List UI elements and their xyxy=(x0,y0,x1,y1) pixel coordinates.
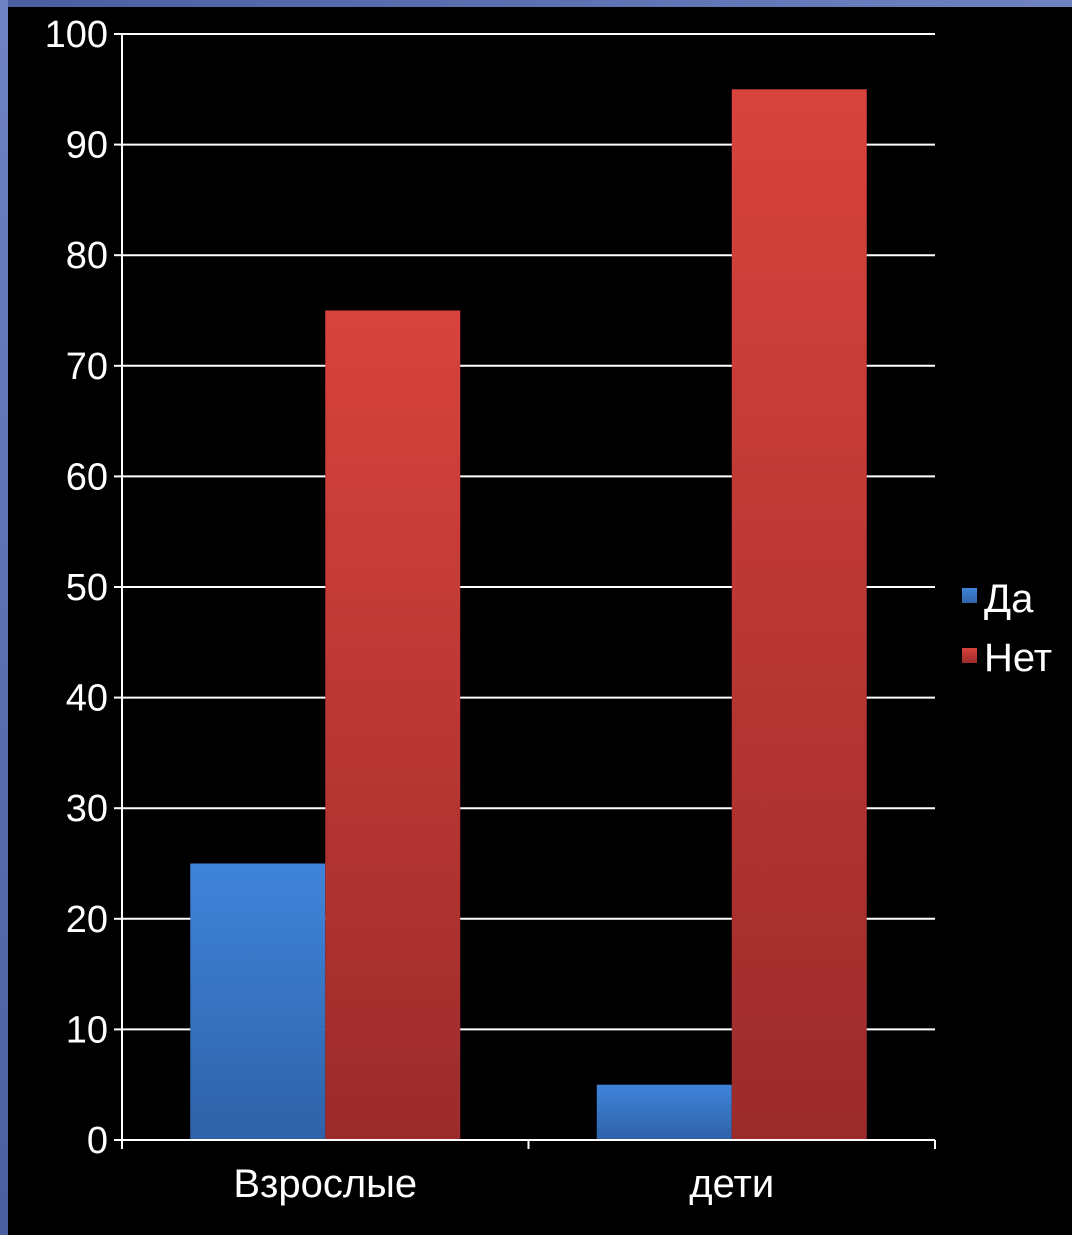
x-category-label: Взрослые xyxy=(233,1162,417,1206)
y-tick-label: 20 xyxy=(66,899,108,941)
bar-da-children xyxy=(596,1084,732,1140)
y-tick-label: 100 xyxy=(45,14,108,56)
y-tick-labels: 0 10 20 30 40 50 60 70 80 90 100 xyxy=(45,14,108,1162)
y-tick-label: 70 xyxy=(66,346,108,388)
y-tick-label: 90 xyxy=(66,125,108,167)
bars xyxy=(190,89,867,1140)
slide-frame-left xyxy=(0,0,8,1235)
y-tick-label: 30 xyxy=(66,788,108,830)
slide-frame-top xyxy=(0,0,1072,7)
x-category-label: дети xyxy=(689,1162,774,1206)
legend-label-da: Да xyxy=(984,577,1034,621)
bar-da-adults xyxy=(190,863,326,1140)
y-tick-label: 40 xyxy=(66,678,108,720)
y-tick-label: 10 xyxy=(66,1009,108,1051)
bar-net-children xyxy=(731,89,867,1140)
bar-net-adults xyxy=(325,310,461,1140)
y-tick-label: 0 xyxy=(87,1120,108,1162)
legend-swatch-da xyxy=(962,588,977,603)
category-labels: Взрослые дети xyxy=(233,1162,774,1206)
y-tick-label: 60 xyxy=(66,456,108,498)
y-tick-label: 50 xyxy=(66,567,108,609)
y-tick-label: 80 xyxy=(66,235,108,277)
legend-label-net: Нет xyxy=(984,636,1052,680)
legend: Да Нет xyxy=(962,577,1052,680)
x-tick-marks xyxy=(121,1140,936,1149)
legend-swatch-net xyxy=(962,648,977,663)
